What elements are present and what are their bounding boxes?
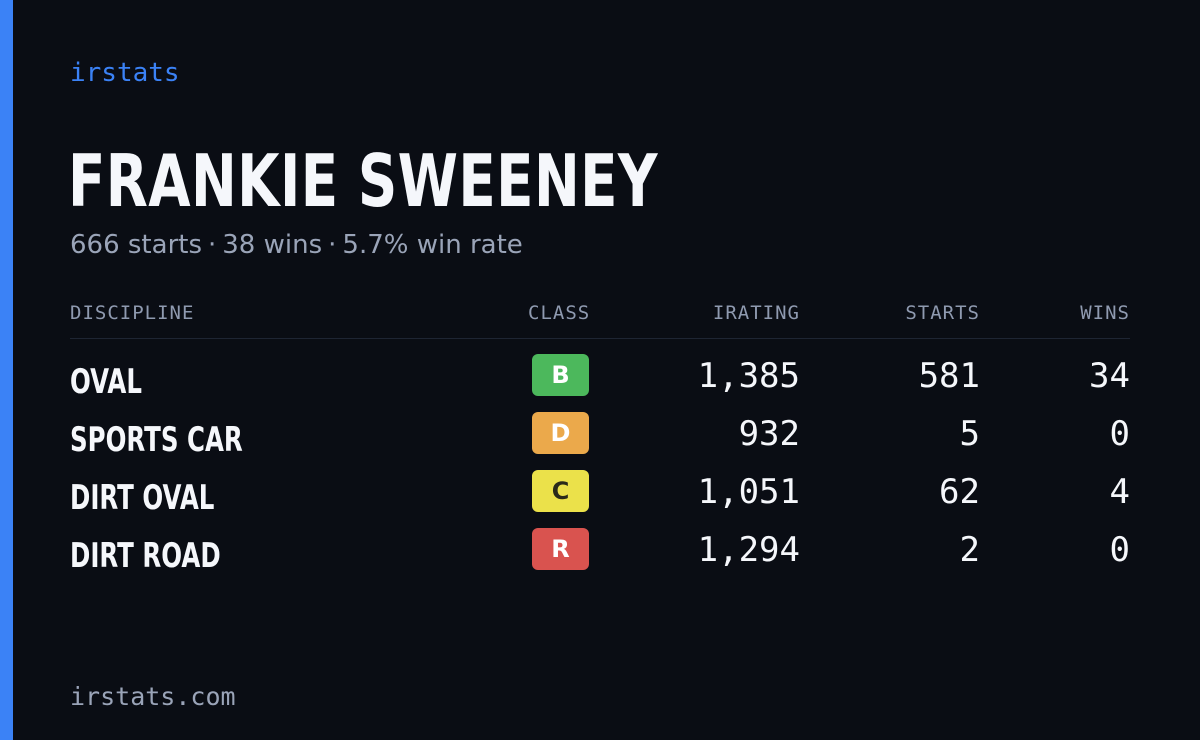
starts-value: 5 <box>959 414 980 454</box>
class-badge: D <box>532 412 589 454</box>
header-irating: IRATING <box>712 302 800 324</box>
header-class: CLASS <box>528 302 591 324</box>
irating-value: 932 <box>738 414 800 454</box>
irating-value: 1,385 <box>697 356 800 396</box>
player-summary: 666 starts · 38 wins · 5.7% win rate <box>70 228 523 262</box>
brand-logo: irstats <box>70 58 180 88</box>
discipline-name: SPORTS CAR <box>70 420 243 460</box>
player-name: FRANKIE SWEENEY <box>68 139 658 223</box>
wins-value: 4 <box>1109 472 1130 512</box>
table-row: SPORTS CAR D 932 5 0 <box>70 412 1130 470</box>
class-badge: B <box>532 354 589 396</box>
header-wins: WINS <box>1080 302 1130 324</box>
discipline-name: DIRT ROAD <box>70 536 221 576</box>
class-badge: R <box>532 528 589 570</box>
footer-site-url[interactable]: irstats.com <box>70 682 236 711</box>
summary-win-rate: 5.7% win rate <box>342 230 523 260</box>
wins-value: 0 <box>1109 530 1130 570</box>
irating-value: 1,051 <box>697 472 800 512</box>
summary-wins: 38 wins <box>222 230 323 260</box>
wins-value: 34 <box>1089 356 1130 396</box>
wins-value: 0 <box>1109 414 1130 454</box>
header-starts: STARTS <box>905 302 980 324</box>
accent-bar <box>0 0 13 740</box>
table-row: OVAL B 1,385 581 34 <box>70 354 1130 412</box>
table-row: DIRT OVAL C 1,051 62 4 <box>70 470 1130 528</box>
summary-separator: · <box>208 230 217 260</box>
header-discipline: DISCIPLINE <box>70 302 195 324</box>
discipline-name: OVAL <box>70 362 142 402</box>
discipline-name: DIRT OVAL <box>70 478 215 518</box>
starts-value: 2 <box>959 530 980 570</box>
table-header: DISCIPLINE CLASS IRATING STARTS WINS <box>70 300 1130 339</box>
table-row: DIRT ROAD R 1,294 2 0 <box>70 528 1130 586</box>
summary-starts: 666 starts <box>70 230 202 260</box>
starts-value: 62 <box>939 472 980 512</box>
starts-value: 581 <box>918 356 980 396</box>
class-badge: C <box>532 470 589 512</box>
summary-separator: · <box>328 230 337 260</box>
irating-value: 1,294 <box>697 530 800 570</box>
